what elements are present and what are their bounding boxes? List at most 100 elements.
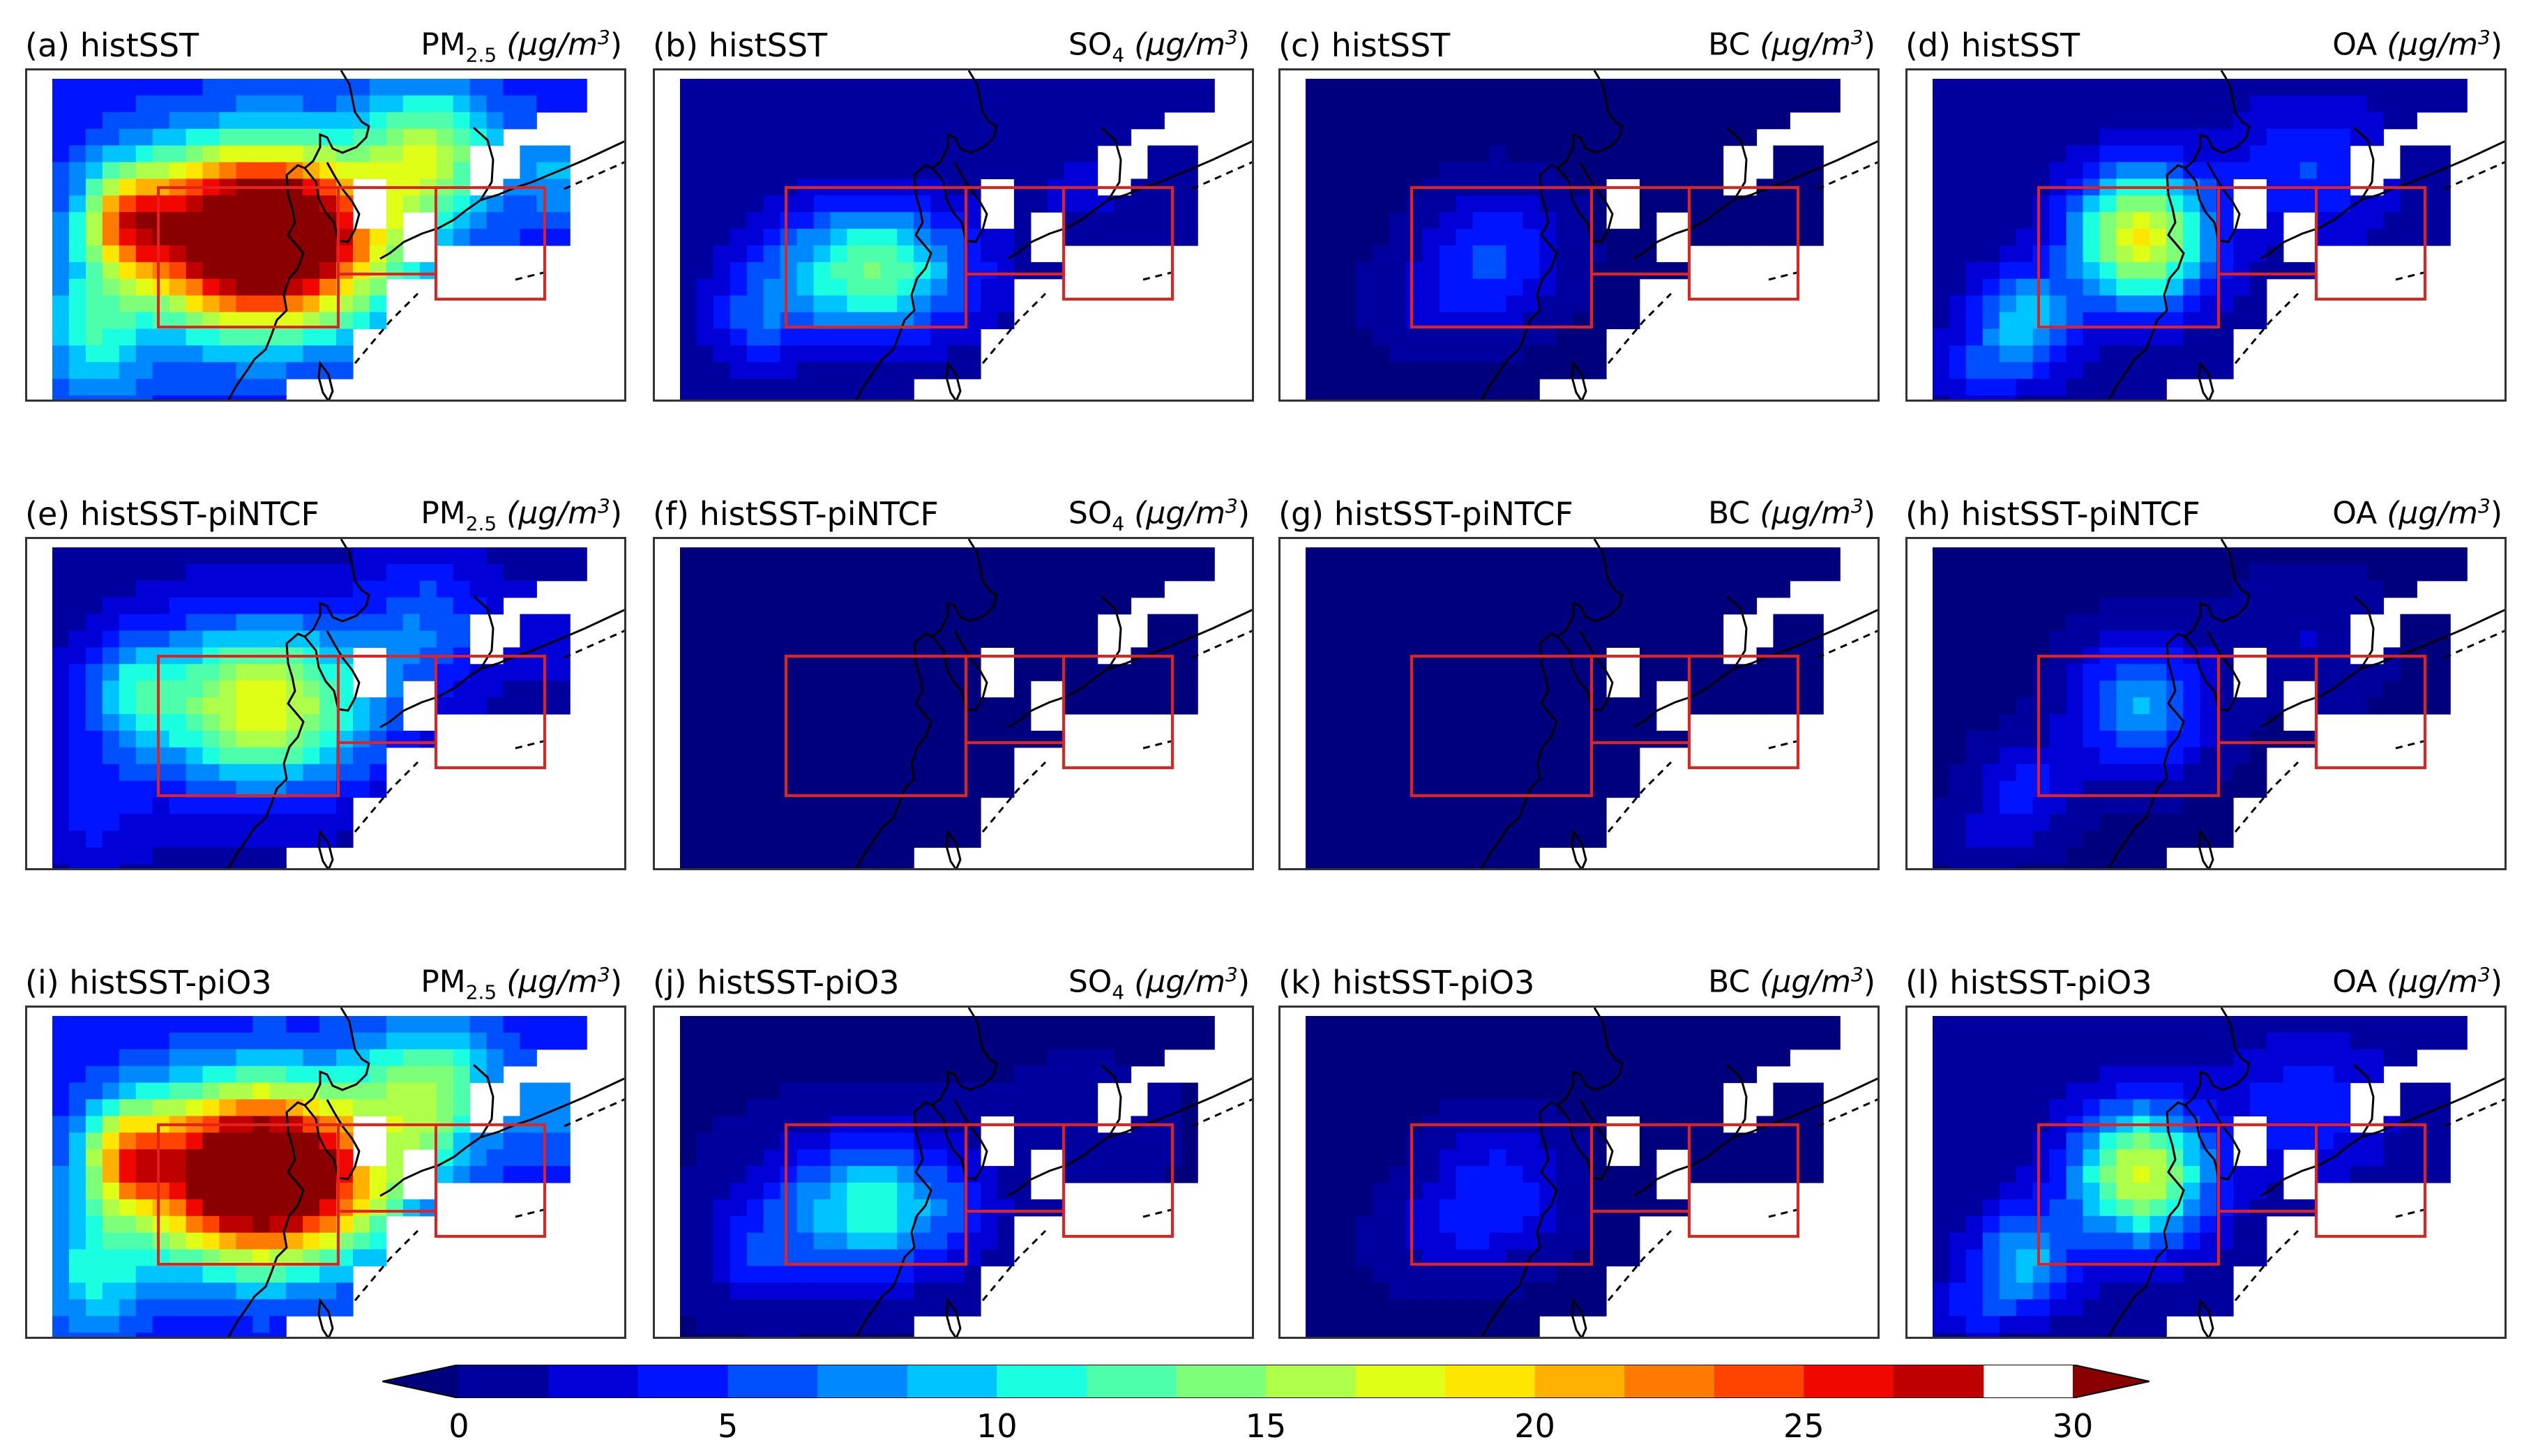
grid-cell: [780, 831, 798, 848]
grid-cell: [353, 261, 370, 280]
grid-cell: [2183, 261, 2200, 280]
grid-cell: [102, 1166, 120, 1183]
grid-cell: [1338, 79, 1357, 96]
grid-cell: [997, 312, 1015, 330]
grid-cell: [796, 328, 815, 346]
grid-cell: [813, 1316, 831, 1333]
grid-cell: [2183, 295, 2200, 313]
grid-cell: [1689, 580, 1707, 598]
grid-cell: [2249, 780, 2267, 798]
grid-cell: [1773, 162, 1790, 179]
grid-cell: [2166, 597, 2184, 615]
grid-cell: [1999, 697, 2017, 715]
grid-cell: [947, 714, 965, 731]
grid-cell: [2249, 128, 2267, 146]
grid-cell: [847, 328, 864, 346]
grid-cell: [930, 714, 948, 731]
grid-cell: [780, 547, 798, 565]
grid-cell: [186, 1132, 204, 1150]
grid-cell: [863, 328, 881, 346]
grid-cell: [2400, 162, 2417, 179]
grid-cell: [2166, 79, 2184, 96]
island-chain: [354, 630, 624, 833]
grid-cell: [152, 229, 170, 246]
grid-cell: [52, 145, 70, 163]
grid-cell: [997, 1232, 1015, 1250]
grid-cell: [102, 1132, 120, 1150]
grid-cell: [2283, 563, 2301, 582]
grid-cell: [2233, 780, 2251, 798]
grid-cell: [1131, 95, 1148, 113]
grid-cell: [813, 1215, 831, 1234]
grid-cell: [1181, 664, 1198, 681]
grid-cell: [997, 630, 1015, 648]
grid-cell: [1589, 831, 1607, 848]
grid-cell: [930, 278, 948, 296]
grid-cell: [880, 1166, 898, 1183]
grid-cell: [1589, 597, 1607, 615]
grid-cell: [1013, 1166, 1032, 1183]
grid-cell: [746, 1249, 764, 1267]
grid-cell: [319, 261, 337, 280]
grid-cell: [520, 1032, 537, 1050]
grid-cell: [1556, 345, 1573, 363]
grid-cell: [2116, 864, 2133, 868]
grid-cell: [1355, 395, 1373, 400]
grid-cell: [1355, 664, 1373, 681]
grid-cell: [930, 1132, 948, 1150]
grid-cell: [2016, 747, 2034, 765]
grid-cell: [52, 1116, 70, 1133]
grid-cell: [1131, 1166, 1148, 1183]
grid-cell: [2233, 229, 2251, 246]
grid-cell: [2150, 212, 2167, 229]
grid-cell: [1489, 1016, 1506, 1033]
grid-cell: [2083, 229, 2100, 246]
variable-name: SO: [1068, 495, 1112, 531]
grid-cell: [847, 614, 864, 632]
grid-cell: [1965, 229, 1984, 246]
grid-cell: [730, 664, 748, 681]
grid-cell: [1439, 814, 1457, 831]
grid-cell: [2066, 162, 2084, 179]
grid-cell: [1389, 614, 1407, 632]
grid-cell: [1949, 195, 1967, 213]
grid-cell: [1114, 1166, 1132, 1183]
grid-cell: [85, 278, 103, 296]
grid-cell: [1556, 730, 1573, 748]
grid-cell: [520, 1049, 537, 1067]
grid-cell: [1147, 1132, 1165, 1150]
grid-cell: [2216, 162, 2234, 179]
grid-cell: [169, 1016, 187, 1033]
grid-cell: [1456, 1032, 1473, 1050]
grid-cell: [1047, 664, 1065, 681]
grid-cell: [1506, 362, 1523, 379]
grid-cell: [730, 630, 748, 648]
grid-cell: [419, 547, 437, 565]
grid-cell: [303, 1215, 320, 1234]
grid-cell: [914, 362, 931, 379]
grid-cell: [2066, 395, 2084, 400]
grid-cell: [830, 112, 847, 130]
grid-cell: [813, 1132, 831, 1150]
grid-cell: [1489, 261, 1506, 280]
grid-cell: [1965, 312, 1984, 330]
grid-cell: [847, 379, 864, 396]
grid-cell: [303, 95, 320, 113]
grid-cell: [1355, 212, 1373, 229]
grid-cell: [319, 764, 337, 782]
grid-cell: [964, 1299, 981, 1317]
grid-cell: [1606, 697, 1624, 715]
grid-cell: [570, 95, 587, 113]
grid-cell: [1539, 345, 1557, 363]
grid-cell: [1523, 362, 1540, 379]
grid-cell: [2200, 714, 2217, 731]
grid-cell: [930, 95, 948, 113]
grid-cell: [1933, 814, 1950, 831]
unit-exponent: 3: [1851, 963, 1864, 986]
grid-cell: [2116, 563, 2133, 582]
grid-cell: [1439, 261, 1457, 280]
grid-cell: [1573, 730, 1590, 748]
grid-cell: [930, 797, 948, 814]
grid-cell: [2032, 747, 2050, 765]
grid-cell: [503, 1032, 520, 1050]
